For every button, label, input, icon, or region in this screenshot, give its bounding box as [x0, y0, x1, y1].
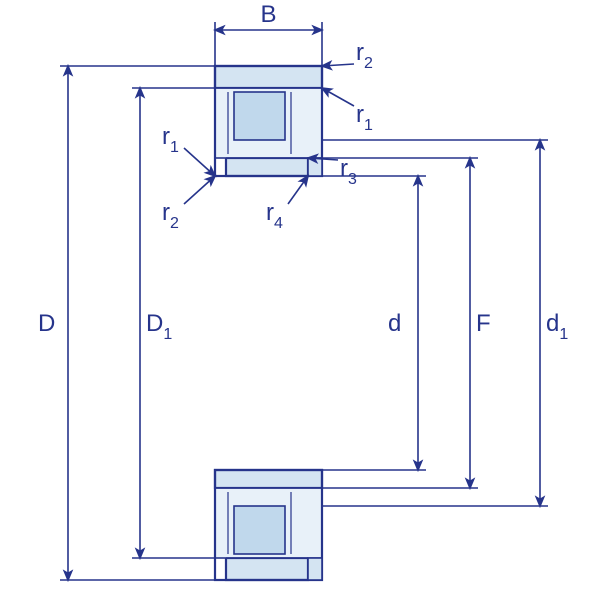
label-r1-topright: r1	[356, 101, 373, 134]
label-r1-left: r1	[162, 123, 179, 156]
label-r3: r3	[340, 155, 357, 188]
label-D: D	[38, 310, 55, 337]
label-F: F	[476, 310, 491, 337]
label-D1: D1	[146, 310, 172, 343]
label-B: B	[261, 1, 277, 28]
label-d: d	[388, 310, 401, 337]
label-r4: r4	[266, 199, 283, 232]
bearing-cross-section	[215, 66, 322, 580]
label-r2-topright: r2	[356, 39, 373, 72]
label-d1: d1	[546, 310, 568, 343]
bearing-diagram: B D D1 d Fd1 r1 r2 r2 r1 r3 r4	[0, 0, 600, 600]
label-r2-left: r2	[162, 199, 179, 232]
